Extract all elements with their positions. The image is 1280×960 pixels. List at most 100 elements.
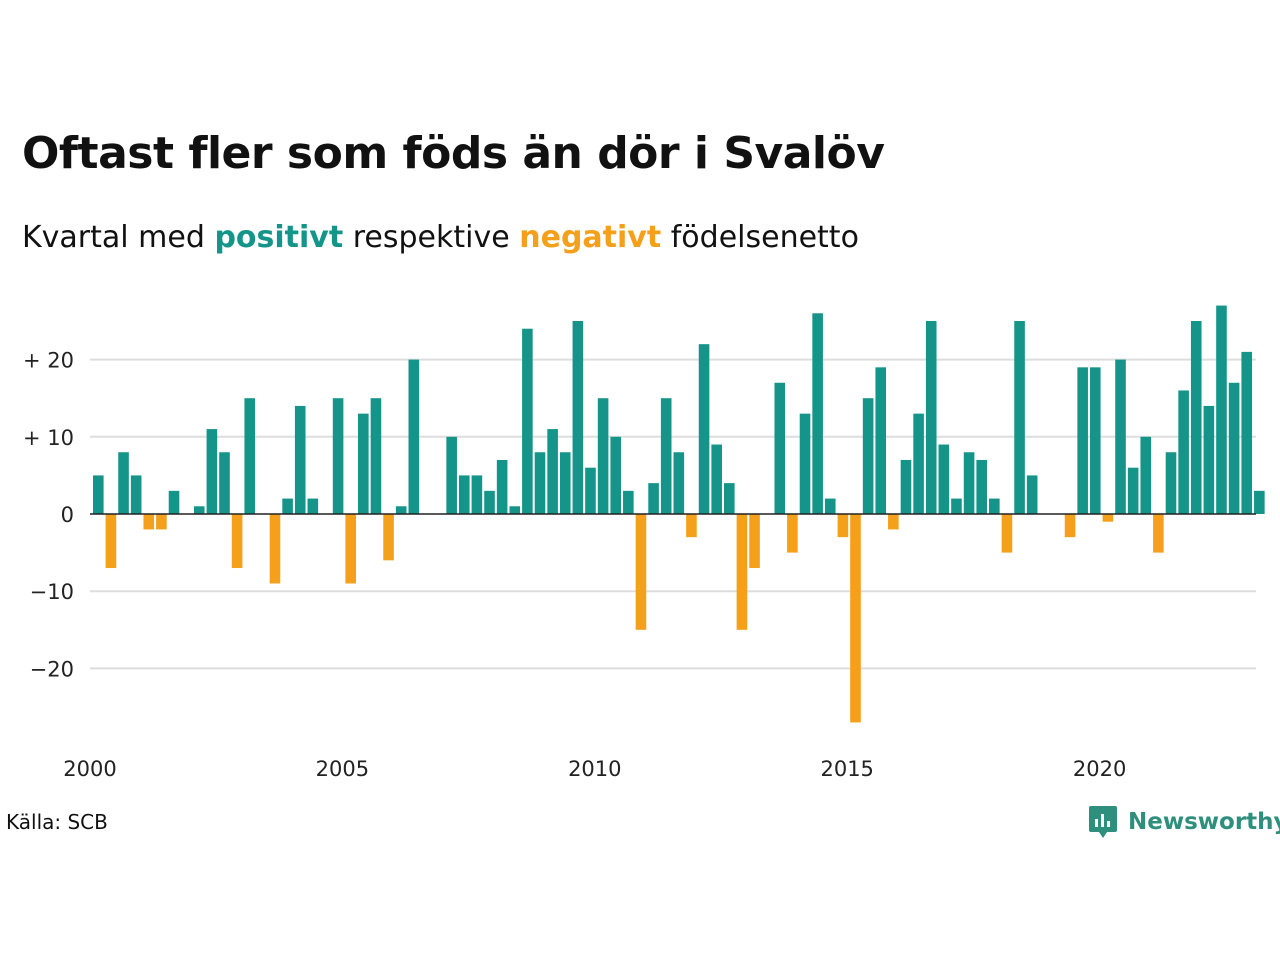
brand-logo: Newsworthy [1088,804,1280,840]
bar [698,344,710,514]
bar [938,444,950,514]
bar [105,514,117,569]
chart-subtitle: Kvartal med positivt respektive negativt… [22,220,859,255]
bar [686,514,697,538]
bar [989,498,1000,514]
bar [370,398,382,514]
x-tick-label: 2005 [316,757,369,781]
bar [1014,321,1025,514]
bar [812,313,823,514]
x-tick-label: 2015 [820,757,873,781]
bar [496,459,508,514]
subtitle-positive-word: positivt [214,220,344,255]
bar [749,514,760,569]
bar [1203,405,1215,514]
bar [168,490,180,514]
bar [559,452,571,514]
brand-name: Newsworthy [1128,809,1280,835]
bar [787,514,798,553]
bar [383,514,394,561]
bar [1190,321,1202,514]
bar [345,514,356,584]
bar [585,467,596,514]
grid-lines [90,358,1256,670]
bar [509,506,521,514]
x-axis-labels: 2000 2005 2010 2015 2020 [63,757,1126,781]
bar [446,436,457,514]
bar [130,475,142,514]
bar [1228,382,1240,514]
bar [408,359,420,514]
bar [1140,436,1152,514]
bar [862,398,874,514]
bar [1153,514,1164,553]
bar [635,514,647,630]
bar [888,514,899,530]
bar [711,444,722,514]
y-tick-label: + 10 [23,426,74,450]
bar [572,321,584,514]
source-note: Källa: SCB [6,810,108,834]
bar [1165,452,1177,514]
y-tick-label: 0 [61,503,74,527]
newsworthy-logo-icon [1089,806,1117,838]
bar [623,490,634,514]
bar [206,429,218,514]
subtitle-middle: respektive [352,220,510,255]
bar [1127,467,1139,514]
bar [484,490,495,514]
bar [724,483,735,514]
bar [1178,390,1189,514]
bar [534,452,546,514]
bar [648,483,659,514]
x-tick-label: 2000 [63,757,116,781]
y-tick-label: + 20 [23,349,74,373]
bar [219,452,230,514]
bar [1102,514,1114,522]
bar [900,459,912,514]
bars [93,305,1265,723]
bar [269,514,281,584]
bar [1001,514,1013,553]
bar [1216,305,1227,514]
bar [1026,475,1038,514]
bar [837,514,849,538]
bar [282,498,293,514]
bar [660,398,672,514]
bar [824,498,836,514]
bar [850,514,861,723]
bar [471,475,483,514]
bar [1089,367,1101,514]
bar [156,514,167,530]
bar [522,328,533,514]
bar [963,452,975,514]
bar [358,413,369,514]
bar [774,382,786,514]
y-axis-labels: + 20 + 10 0 −10 −20 [23,349,74,682]
bar [231,514,243,569]
x-tick-label: 2010 [568,757,621,781]
bar [913,413,924,514]
bar [673,452,685,514]
bar [458,475,470,514]
bar [1254,490,1265,514]
bar [332,398,344,514]
bar [736,514,748,630]
bar [1115,359,1126,514]
bar [395,506,407,514]
bar [925,321,937,514]
bar [307,498,319,514]
bar [1064,514,1076,538]
y-tick-label: −10 [30,580,74,604]
subtitle-prefix: Kvartal med [22,220,205,255]
bar [799,413,811,514]
bar [244,398,256,514]
bar [547,429,558,514]
chart-title: Oftast fler som föds än dör i Svalöv [22,128,885,179]
bar [93,475,104,514]
x-tick-label: 2020 [1073,757,1126,781]
bar [976,459,987,514]
bar [118,452,129,514]
bar [193,506,205,514]
bar-chart: + 20 + 10 0 −10 −20 2000 2005 2010 2015 2020 [23,305,1265,781]
